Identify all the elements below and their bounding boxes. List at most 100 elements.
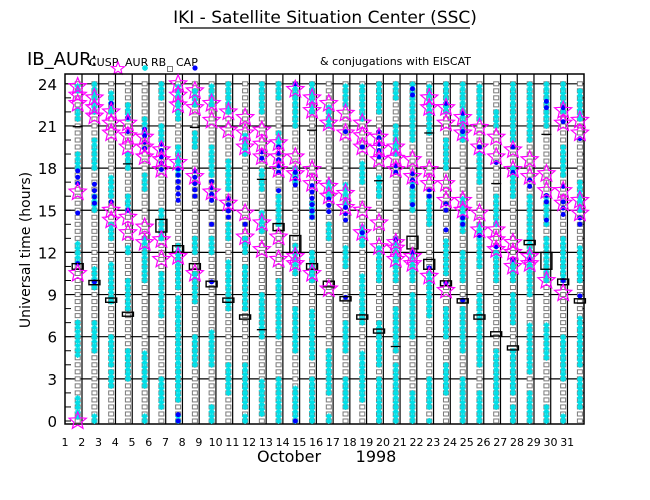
aur-asterisk-stroke xyxy=(292,109,298,115)
rb-square xyxy=(91,362,98,368)
aur-asterisk-stroke xyxy=(309,322,315,328)
aur-asterisk-stroke xyxy=(343,348,349,354)
rb-square xyxy=(208,228,215,234)
aur-asterisk-stroke xyxy=(376,343,382,349)
aur-asterisk-stroke xyxy=(91,334,97,340)
aur-asterisk xyxy=(74,111,81,118)
aur-asterisk-stroke xyxy=(326,367,332,373)
aur-asterisk-stroke xyxy=(158,308,164,314)
aur-asterisk-stroke xyxy=(292,243,298,249)
rb-square xyxy=(292,355,299,361)
aur-asterisk-stroke xyxy=(276,207,282,213)
x-tick-label: 25 xyxy=(460,436,474,449)
cap-dot xyxy=(343,294,349,300)
rb-square xyxy=(141,285,148,291)
rb-square xyxy=(208,299,215,305)
aur-asterisk-stroke xyxy=(376,339,382,345)
aur-asterisk-stroke xyxy=(376,184,382,190)
day-column-11 xyxy=(218,74,239,424)
cusp-star xyxy=(369,236,390,256)
aur-asterisk-stroke xyxy=(91,147,97,153)
rb-square xyxy=(91,397,98,403)
rb-square xyxy=(208,137,215,143)
aur-asterisk xyxy=(74,115,81,122)
rb-square xyxy=(325,151,332,157)
x-tick-label: 17 xyxy=(326,436,340,449)
cusp-star xyxy=(134,232,155,252)
rb-square xyxy=(325,130,332,136)
cap-dot xyxy=(309,189,315,195)
aur-asterisk-stroke xyxy=(225,95,231,101)
eiscat-box xyxy=(289,234,302,254)
aur-asterisk xyxy=(74,338,81,345)
aur-asterisk-stroke xyxy=(276,395,282,401)
aur-asterisk-stroke xyxy=(225,259,231,265)
aur-asterisk-stroke xyxy=(125,249,131,255)
rb-square xyxy=(258,193,265,199)
aur-asterisk-stroke xyxy=(359,179,365,185)
legend-asterisk-icon xyxy=(142,65,148,71)
aur-asterisk-stroke xyxy=(125,371,131,377)
aur-asterisk xyxy=(225,81,232,88)
day-column-17 xyxy=(318,74,339,424)
rb-square xyxy=(124,320,131,326)
aur-asterisk xyxy=(91,319,98,326)
rb-square xyxy=(376,285,383,291)
aur-asterisk xyxy=(292,329,299,336)
cap-dot xyxy=(91,181,97,187)
rb-square xyxy=(342,144,349,150)
aur-asterisk-stroke xyxy=(343,263,349,269)
rb-square xyxy=(191,418,198,424)
cap-dot xyxy=(292,418,298,424)
aur-asterisk-stroke xyxy=(225,362,231,368)
rb-square xyxy=(108,390,115,396)
aur-asterisk-stroke xyxy=(175,341,181,347)
aur-asterisk-stroke xyxy=(209,362,215,368)
aur-asterisk-stroke xyxy=(192,334,198,340)
rb-square xyxy=(225,151,232,157)
aur-asterisk xyxy=(359,83,366,90)
aur-asterisk-stroke xyxy=(209,158,215,164)
aur-asterisk xyxy=(175,115,182,122)
aur-asterisk xyxy=(292,113,299,120)
rb-square xyxy=(158,320,165,326)
rb-square xyxy=(124,327,131,333)
day-column-8 xyxy=(168,73,189,424)
aur-asterisk xyxy=(225,362,232,369)
x-tick-label: 6 xyxy=(145,436,152,449)
aur-asterisk-stroke xyxy=(175,280,181,286)
aur-asterisk-stroke xyxy=(242,146,248,152)
aur-asterisk-stroke xyxy=(108,184,114,190)
rb-square xyxy=(141,306,148,312)
rb-square xyxy=(124,334,131,340)
rb-square xyxy=(225,355,232,361)
aur-asterisk-stroke xyxy=(376,278,382,283)
rb-square xyxy=(376,369,383,375)
rb-square xyxy=(225,144,232,150)
aur-asterisk xyxy=(359,277,366,284)
aur-asterisk-stroke xyxy=(142,240,148,246)
rb-square xyxy=(108,165,115,171)
rb-square xyxy=(74,144,81,150)
aur-asterisk-stroke xyxy=(125,198,131,204)
rb-square xyxy=(242,81,249,87)
day-column-7 xyxy=(151,74,172,424)
aur-asterisk xyxy=(392,94,399,101)
aur-asterisk-stroke xyxy=(393,254,399,260)
aur-asterisk xyxy=(275,315,282,322)
rb-square xyxy=(309,123,316,129)
rb-square xyxy=(108,411,115,417)
aur-asterisk xyxy=(342,376,349,383)
aur-asterisk xyxy=(258,319,265,326)
aur-asterisk-stroke xyxy=(276,376,282,382)
aur-asterisk-stroke xyxy=(376,175,382,181)
aur-asterisk-stroke xyxy=(359,170,365,176)
aur-asterisk-stroke xyxy=(343,376,349,382)
rb-square xyxy=(74,376,81,382)
rb-square xyxy=(309,165,316,171)
rb-square xyxy=(225,411,232,417)
rb-square xyxy=(74,221,81,227)
aur-asterisk-stroke xyxy=(393,90,399,96)
rb-square xyxy=(91,306,98,312)
rb-square xyxy=(141,193,148,199)
